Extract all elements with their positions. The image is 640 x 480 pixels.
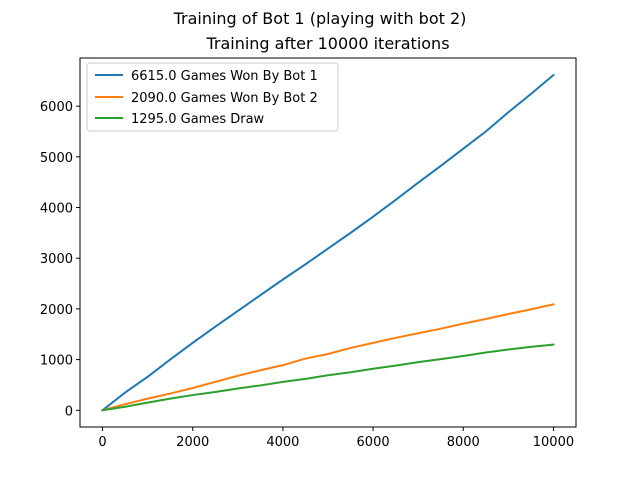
legend-label-bot2: 2090.0 Games Won By Bot 2 [131, 91, 318, 106]
chart-title: Training after 10000 iterations [205, 34, 449, 53]
y-tick-label: 4000 [40, 202, 73, 217]
y-tick-label: 5000 [40, 151, 73, 166]
chart-suptitle: Training of Bot 1 (playing with bot 2) [173, 9, 467, 28]
series-line-bot2 [101, 303, 555, 412]
x-tick-label: 8000 [447, 435, 480, 450]
y-tick-label: 0 [65, 404, 73, 419]
x-tick-label: 0 [98, 435, 106, 450]
y-tick-label: 2000 [40, 303, 73, 318]
legend-label-bot1: 6615.0 Games Won By Bot 1 [131, 69, 318, 84]
axes-frame [79, 57, 577, 428]
legend-frame [86, 62, 339, 132]
legend: 6615.0 Games Won By Bot 1 2090.0 Games W… [86, 62, 339, 132]
legend-label-draw: 1295.0 Games Draw [131, 112, 265, 127]
y-tick-label: 6000 [40, 100, 73, 115]
series-line-bot1 [101, 73, 555, 412]
y-tick-label: 1000 [40, 354, 73, 369]
axes: 0 2000 4000 6000 8000 10000 0 1000 2000 3000 4000 5… [40, 57, 577, 450]
x-tick-label: 6000 [357, 435, 390, 450]
x-tick-label: 2000 [176, 435, 209, 450]
x-tick-label: 10000 [533, 435, 574, 450]
x-tick-label: 4000 [266, 435, 299, 450]
series-lines [101, 73, 555, 412]
series-line-draw [101, 343, 555, 412]
y-tick-label: 3000 [40, 252, 73, 267]
